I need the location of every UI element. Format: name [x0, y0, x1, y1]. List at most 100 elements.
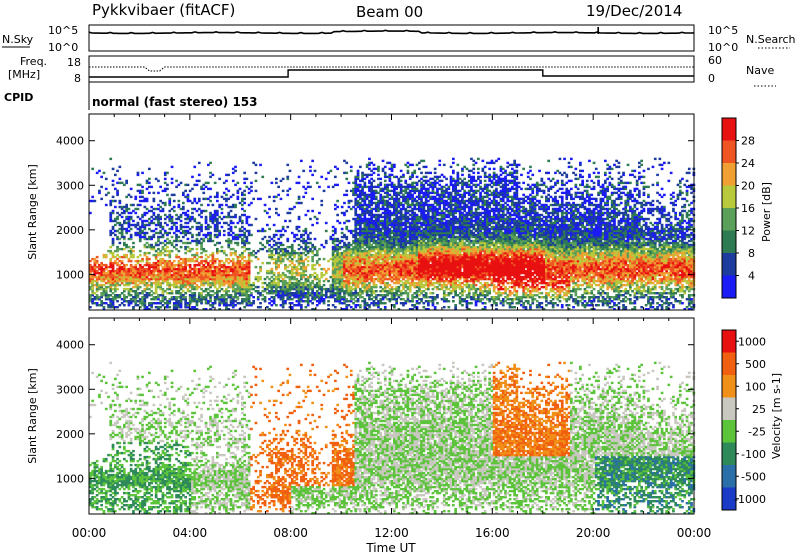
power-cell [338, 261, 342, 265]
power-cell [157, 269, 160, 273]
power-cell [138, 225, 142, 229]
power-cell [98, 273, 101, 277]
power-cell [334, 265, 337, 269]
power-cell [354, 213, 358, 217]
power-cell [202, 233, 206, 237]
power-cell [306, 302, 310, 305]
power-cell [388, 245, 392, 249]
power-cell [207, 187, 210, 191]
power-cell [204, 185, 208, 189]
power-cell [179, 304, 183, 307]
power-cell [304, 269, 308, 273]
power-cell [390, 298, 394, 301]
power-cell [95, 294, 99, 297]
power-cell [365, 217, 369, 221]
power-cell [256, 279, 260, 283]
power-cell [161, 233, 165, 237]
power-cell [381, 221, 385, 225]
power-cell [175, 296, 178, 299]
power-cell [340, 211, 344, 215]
power-cell [204, 275, 208, 279]
nsearch-tick-bottom: 10^0 [708, 41, 738, 54]
power-cell [313, 237, 317, 241]
power-cell [284, 287, 287, 291]
power-cell [420, 177, 423, 181]
power-cell [359, 292, 362, 295]
power-cell [300, 292, 303, 295]
power-cell [377, 269, 380, 273]
power-cell [243, 177, 246, 181]
power-cell [399, 227, 403, 231]
power-cell [213, 219, 217, 223]
power-cell [136, 189, 140, 193]
power-cell [256, 277, 260, 281]
power-cell [413, 189, 417, 193]
power-cell [386, 241, 389, 245]
power-cell [386, 185, 389, 189]
power-cell [413, 203, 417, 207]
power-cell [191, 207, 194, 211]
power-cell [372, 229, 376, 233]
power-cell [193, 255, 197, 259]
power-cell [216, 217, 219, 221]
power-cell [381, 290, 385, 293]
power-cell [136, 283, 140, 287]
power-cell [231, 275, 235, 279]
power-cell [200, 237, 203, 241]
power-cell [363, 239, 367, 243]
power-cell [254, 265, 258, 269]
power-cell [343, 298, 346, 301]
power-cell [204, 225, 208, 229]
power-cell [386, 207, 389, 211]
power-cell [386, 187, 389, 191]
power-cell [138, 259, 142, 263]
power-cell [304, 287, 308, 291]
power-cell [372, 249, 376, 253]
power-cell [114, 275, 117, 279]
power-cell [123, 273, 126, 277]
power-cell [386, 290, 389, 293]
power-cell [338, 247, 342, 251]
power-cell [415, 233, 419, 237]
power-cell [334, 306, 337, 309]
power-cell [370, 215, 373, 219]
power-cell [220, 302, 224, 305]
power-cell [225, 277, 228, 281]
power-cell [365, 165, 369, 169]
power-cell [315, 294, 319, 297]
power-cell [397, 185, 401, 189]
power-cell [168, 209, 172, 213]
power-cell [109, 263, 113, 267]
power-cell [175, 304, 178, 307]
power-cell [318, 298, 321, 301]
power-cell [245, 290, 249, 293]
power-cell [247, 275, 251, 279]
power-cell [250, 292, 253, 295]
power-cell [218, 267, 221, 271]
power-cell [288, 277, 292, 281]
power-cell [338, 292, 342, 295]
power-cell [368, 283, 371, 287]
power-cell [143, 253, 147, 257]
power-cell [247, 273, 251, 277]
power-cell [231, 257, 235, 261]
power-cell [270, 255, 274, 259]
power-cell [145, 263, 149, 267]
power-cell [356, 281, 360, 285]
power-cell [402, 265, 405, 269]
power-cell [386, 261, 389, 265]
power-cell [275, 263, 278, 267]
power-cell [370, 273, 373, 277]
power-cell [127, 292, 131, 295]
power-cell [256, 249, 260, 253]
power-cell [418, 269, 421, 273]
power-cell [236, 241, 240, 245]
power-cell [415, 294, 419, 297]
power-cell [272, 199, 276, 203]
power-cell [386, 263, 389, 267]
power-cell [157, 273, 160, 277]
power-cell [295, 277, 299, 281]
power-cell [207, 269, 210, 273]
power-cell [200, 267, 203, 271]
power-cell [368, 217, 371, 221]
